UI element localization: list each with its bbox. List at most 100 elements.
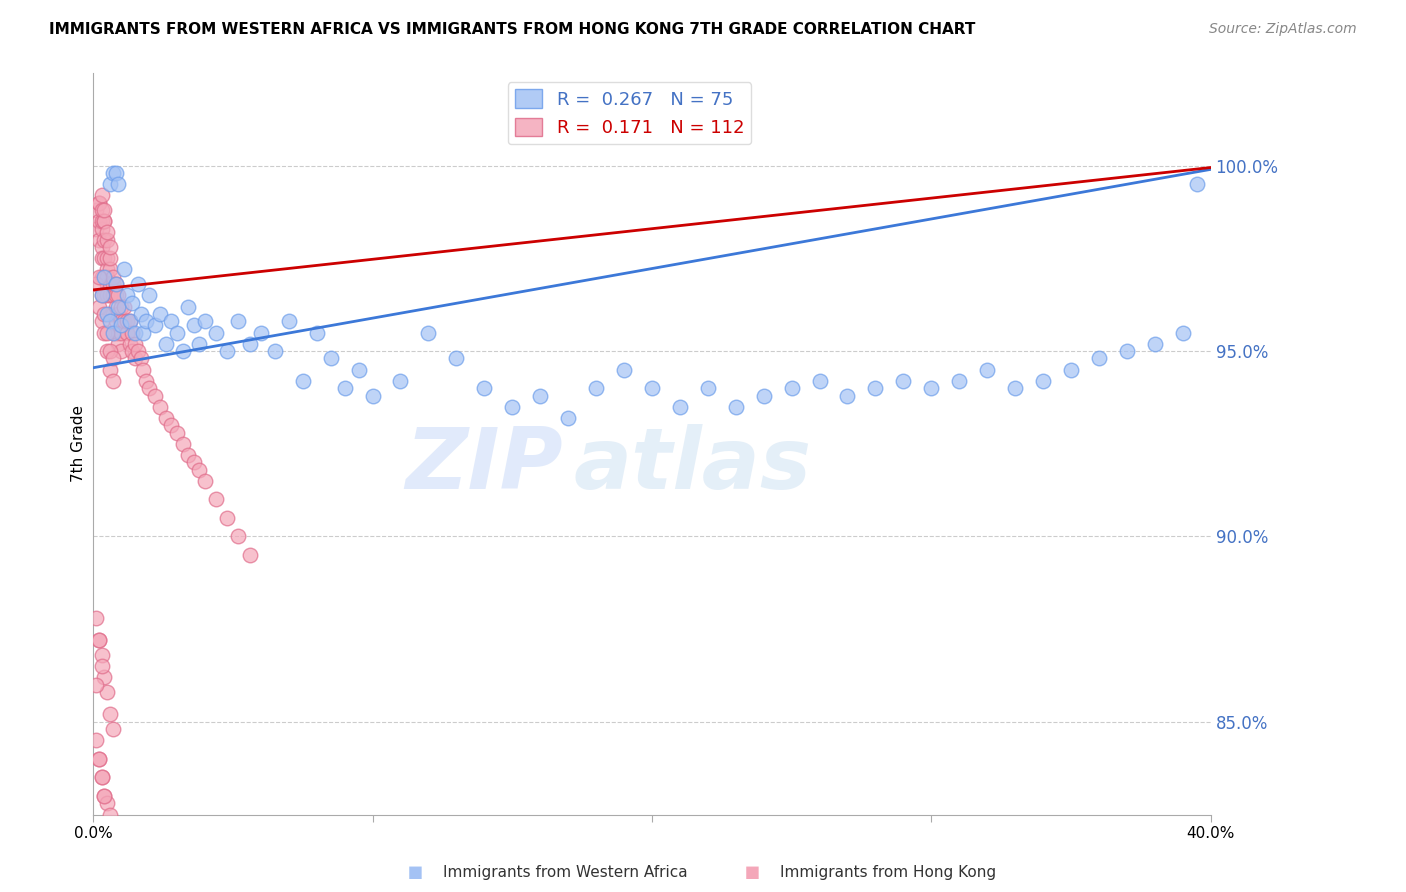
- Point: [501, 400, 523, 414]
- Point: [84, 221, 107, 235]
- Point: [93, 269, 115, 284]
- Point: [96, 288, 118, 302]
- Point: [1004, 381, 1026, 395]
- Point: [138, 288, 160, 302]
- Point: [98, 178, 121, 192]
- Point: [124, 351, 146, 366]
- Point: [118, 314, 141, 328]
- Point: [177, 300, 200, 314]
- Point: [104, 326, 127, 340]
- Point: [98, 252, 121, 266]
- Point: [115, 288, 138, 302]
- Point: [87, 300, 110, 314]
- Point: [107, 178, 129, 192]
- Point: [96, 685, 118, 699]
- Point: [891, 374, 914, 388]
- Point: [149, 307, 172, 321]
- Point: [93, 789, 115, 803]
- Point: [127, 344, 149, 359]
- Point: [96, 262, 118, 277]
- Point: [87, 195, 110, 210]
- Point: [1143, 336, 1166, 351]
- Point: [84, 277, 107, 292]
- Point: [172, 344, 194, 359]
- Point: [98, 707, 121, 722]
- Point: [418, 326, 440, 340]
- Point: [107, 300, 129, 314]
- Point: [110, 300, 132, 314]
- Point: [90, 221, 112, 235]
- Point: [112, 314, 135, 328]
- Point: [143, 388, 166, 402]
- Point: [948, 374, 970, 388]
- Text: Source: ZipAtlas.com: Source: ZipAtlas.com: [1209, 22, 1357, 37]
- Point: [115, 314, 138, 328]
- Point: [305, 326, 328, 340]
- Point: [93, 670, 115, 684]
- Point: [361, 388, 384, 402]
- Point: [118, 314, 141, 328]
- Point: [93, 307, 115, 321]
- Point: [1185, 178, 1208, 192]
- Point: [472, 381, 495, 395]
- Point: [98, 362, 121, 376]
- Point: [87, 633, 110, 648]
- Point: [263, 344, 285, 359]
- Point: [90, 288, 112, 302]
- Point: [90, 659, 112, 673]
- Point: [239, 548, 262, 562]
- Point: [93, 326, 115, 340]
- Point: [194, 314, 217, 328]
- Point: [160, 418, 183, 433]
- Point: [585, 381, 607, 395]
- Point: [90, 269, 112, 284]
- Point: [110, 344, 132, 359]
- Point: [115, 326, 138, 340]
- Point: [93, 252, 115, 266]
- Point: [1060, 362, 1083, 376]
- Point: [976, 362, 998, 376]
- Point: [1115, 344, 1137, 359]
- Point: [90, 252, 112, 266]
- Point: [96, 233, 118, 247]
- Point: [90, 188, 112, 202]
- Point: [98, 240, 121, 254]
- Point: [529, 388, 551, 402]
- Point: [135, 374, 157, 388]
- Point: [920, 381, 942, 395]
- Point: [104, 314, 127, 328]
- Point: [96, 307, 118, 321]
- Point: [104, 288, 127, 302]
- Point: [112, 300, 135, 314]
- Point: [183, 455, 205, 469]
- Point: [101, 326, 124, 340]
- Point: [93, 214, 115, 228]
- Point: [155, 336, 177, 351]
- Text: IMMIGRANTS FROM WESTERN AFRICA VS IMMIGRANTS FROM HONG KONG 7TH GRADE CORRELATIO: IMMIGRANTS FROM WESTERN AFRICA VS IMMIGR…: [49, 22, 976, 37]
- Point: [112, 262, 135, 277]
- Point: [780, 381, 803, 395]
- Point: [205, 492, 228, 507]
- Point: [110, 326, 132, 340]
- Point: [1171, 326, 1194, 340]
- Point: [96, 797, 118, 811]
- Y-axis label: 7th Grade: 7th Grade: [72, 405, 86, 483]
- Point: [121, 344, 143, 359]
- Point: [98, 314, 121, 328]
- Point: [1032, 374, 1054, 388]
- Point: [166, 425, 188, 440]
- Point: [87, 269, 110, 284]
- Text: ZIP: ZIP: [405, 425, 562, 508]
- Point: [101, 351, 124, 366]
- Point: [194, 474, 217, 488]
- Point: [90, 203, 112, 218]
- Point: [124, 336, 146, 351]
- Point: [96, 269, 118, 284]
- Point: [101, 269, 124, 284]
- Point: [107, 307, 129, 321]
- Point: [121, 296, 143, 310]
- Point: [333, 381, 356, 395]
- Point: [87, 214, 110, 228]
- Point: [177, 448, 200, 462]
- Point: [1088, 351, 1111, 366]
